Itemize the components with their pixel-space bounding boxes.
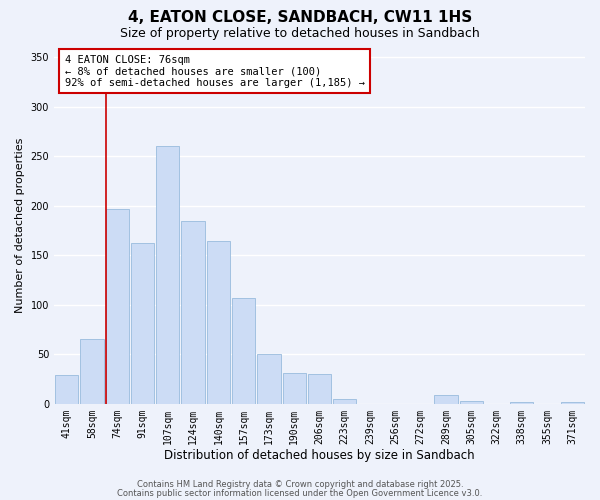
Bar	[283, 373, 306, 404]
Bar	[434, 395, 458, 404]
Bar	[460, 401, 483, 404]
Text: Contains public sector information licensed under the Open Government Licence v3: Contains public sector information licen…	[118, 488, 482, 498]
Text: Size of property relative to detached houses in Sandbach: Size of property relative to detached ho…	[120, 28, 480, 40]
Bar	[257, 354, 281, 404]
Text: 4, EATON CLOSE, SANDBACH, CW11 1HS: 4, EATON CLOSE, SANDBACH, CW11 1HS	[128, 10, 472, 25]
Bar	[80, 340, 104, 404]
Bar	[561, 402, 584, 404]
Bar	[181, 220, 205, 404]
Bar	[55, 375, 79, 404]
Y-axis label: Number of detached properties: Number of detached properties	[15, 138, 25, 314]
Text: 4 EATON CLOSE: 76sqm
← 8% of detached houses are smaller (100)
92% of semi-detac: 4 EATON CLOSE: 76sqm ← 8% of detached ho…	[65, 54, 365, 88]
Bar	[308, 374, 331, 404]
Bar	[510, 402, 533, 404]
Bar	[232, 298, 256, 404]
Bar	[333, 399, 356, 404]
Bar	[106, 209, 129, 404]
Bar	[156, 146, 179, 404]
Bar	[131, 244, 154, 404]
Bar	[207, 240, 230, 404]
Text: Contains HM Land Registry data © Crown copyright and database right 2025.: Contains HM Land Registry data © Crown c…	[137, 480, 463, 489]
X-axis label: Distribution of detached houses by size in Sandbach: Distribution of detached houses by size …	[164, 450, 475, 462]
